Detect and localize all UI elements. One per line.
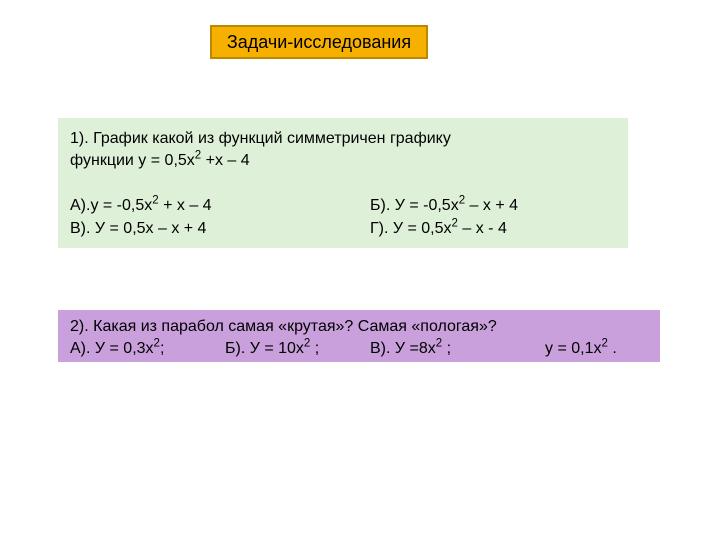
q2-option-a: А). У = 0,3х2; bbox=[70, 338, 225, 360]
header-box: Задачи-исследования bbox=[210, 25, 428, 59]
q2-prompt: 2). Какая из парабол самая «крутая»? Сам… bbox=[70, 316, 648, 338]
q1-option-b: Б). У = -0,5х2 – х + 4 bbox=[370, 195, 616, 217]
q2-a-suffix: ; bbox=[160, 340, 164, 357]
q1-d-prefix: Г). У = 0,5х bbox=[370, 220, 452, 237]
q2-d-prefix: у = 0,1х bbox=[545, 340, 601, 357]
header-title: Задачи-исследования bbox=[227, 32, 411, 53]
q1-option-a: А).у = -0,5х2 + х – 4 bbox=[70, 195, 370, 217]
q1-b-prefix: Б). У = -0,5х bbox=[370, 197, 459, 214]
q2-c-suffix: ; bbox=[442, 340, 451, 357]
q2-option-d: у = 0,1х2 . bbox=[545, 338, 648, 360]
q1-p2-prefix: функции у = 0,5х bbox=[70, 152, 195, 169]
q2-option-c: В). У =8х2 ; bbox=[370, 338, 545, 360]
q1-prompt-line1: 1). График какой из функций симметричен … bbox=[70, 128, 616, 150]
q2-a-prefix: А). У = 0,3х bbox=[70, 340, 154, 357]
question-2-block: 2). Какая из парабол самая «крутая»? Сам… bbox=[58, 310, 660, 362]
q1-d-suffix: – х - 4 bbox=[458, 220, 507, 237]
q2-b-prefix: Б). У = 10х bbox=[225, 340, 304, 357]
q1-p2-suffix: +х – 4 bbox=[201, 152, 249, 169]
q1-b-suffix: – х + 4 bbox=[465, 197, 518, 214]
q1-option-c: В). У = 0,5х – х + 4 bbox=[70, 218, 370, 240]
q2-b-suffix: ; bbox=[310, 340, 319, 357]
question-1-block: 1). График какой из функций симметричен … bbox=[58, 118, 628, 248]
q2-options-row: А). У = 0,3х2; Б). У = 10х2 ; В). У =8х2… bbox=[70, 338, 648, 360]
q1-a-prefix: А).у = -0,5х bbox=[70, 197, 152, 214]
q1-blank-line bbox=[70, 173, 616, 195]
q1-row-ab: А).у = -0,5х2 + х – 4 Б). У = -0,5х2 – х… bbox=[70, 195, 616, 217]
q1-prompt-line2: функции у = 0,5х2 +х – 4 bbox=[70, 150, 616, 172]
q2-option-b: Б). У = 10х2 ; bbox=[225, 338, 370, 360]
q1-row-cd: В). У = 0,5х – х + 4 Г). У = 0,5х2 – х -… bbox=[70, 218, 616, 240]
q2-c-prefix: В). У =8х bbox=[370, 340, 436, 357]
q2-d-suffix: . bbox=[608, 340, 617, 357]
q1-option-d: Г). У = 0,5х2 – х - 4 bbox=[370, 218, 616, 240]
q1-a-suffix: + х – 4 bbox=[159, 197, 212, 214]
